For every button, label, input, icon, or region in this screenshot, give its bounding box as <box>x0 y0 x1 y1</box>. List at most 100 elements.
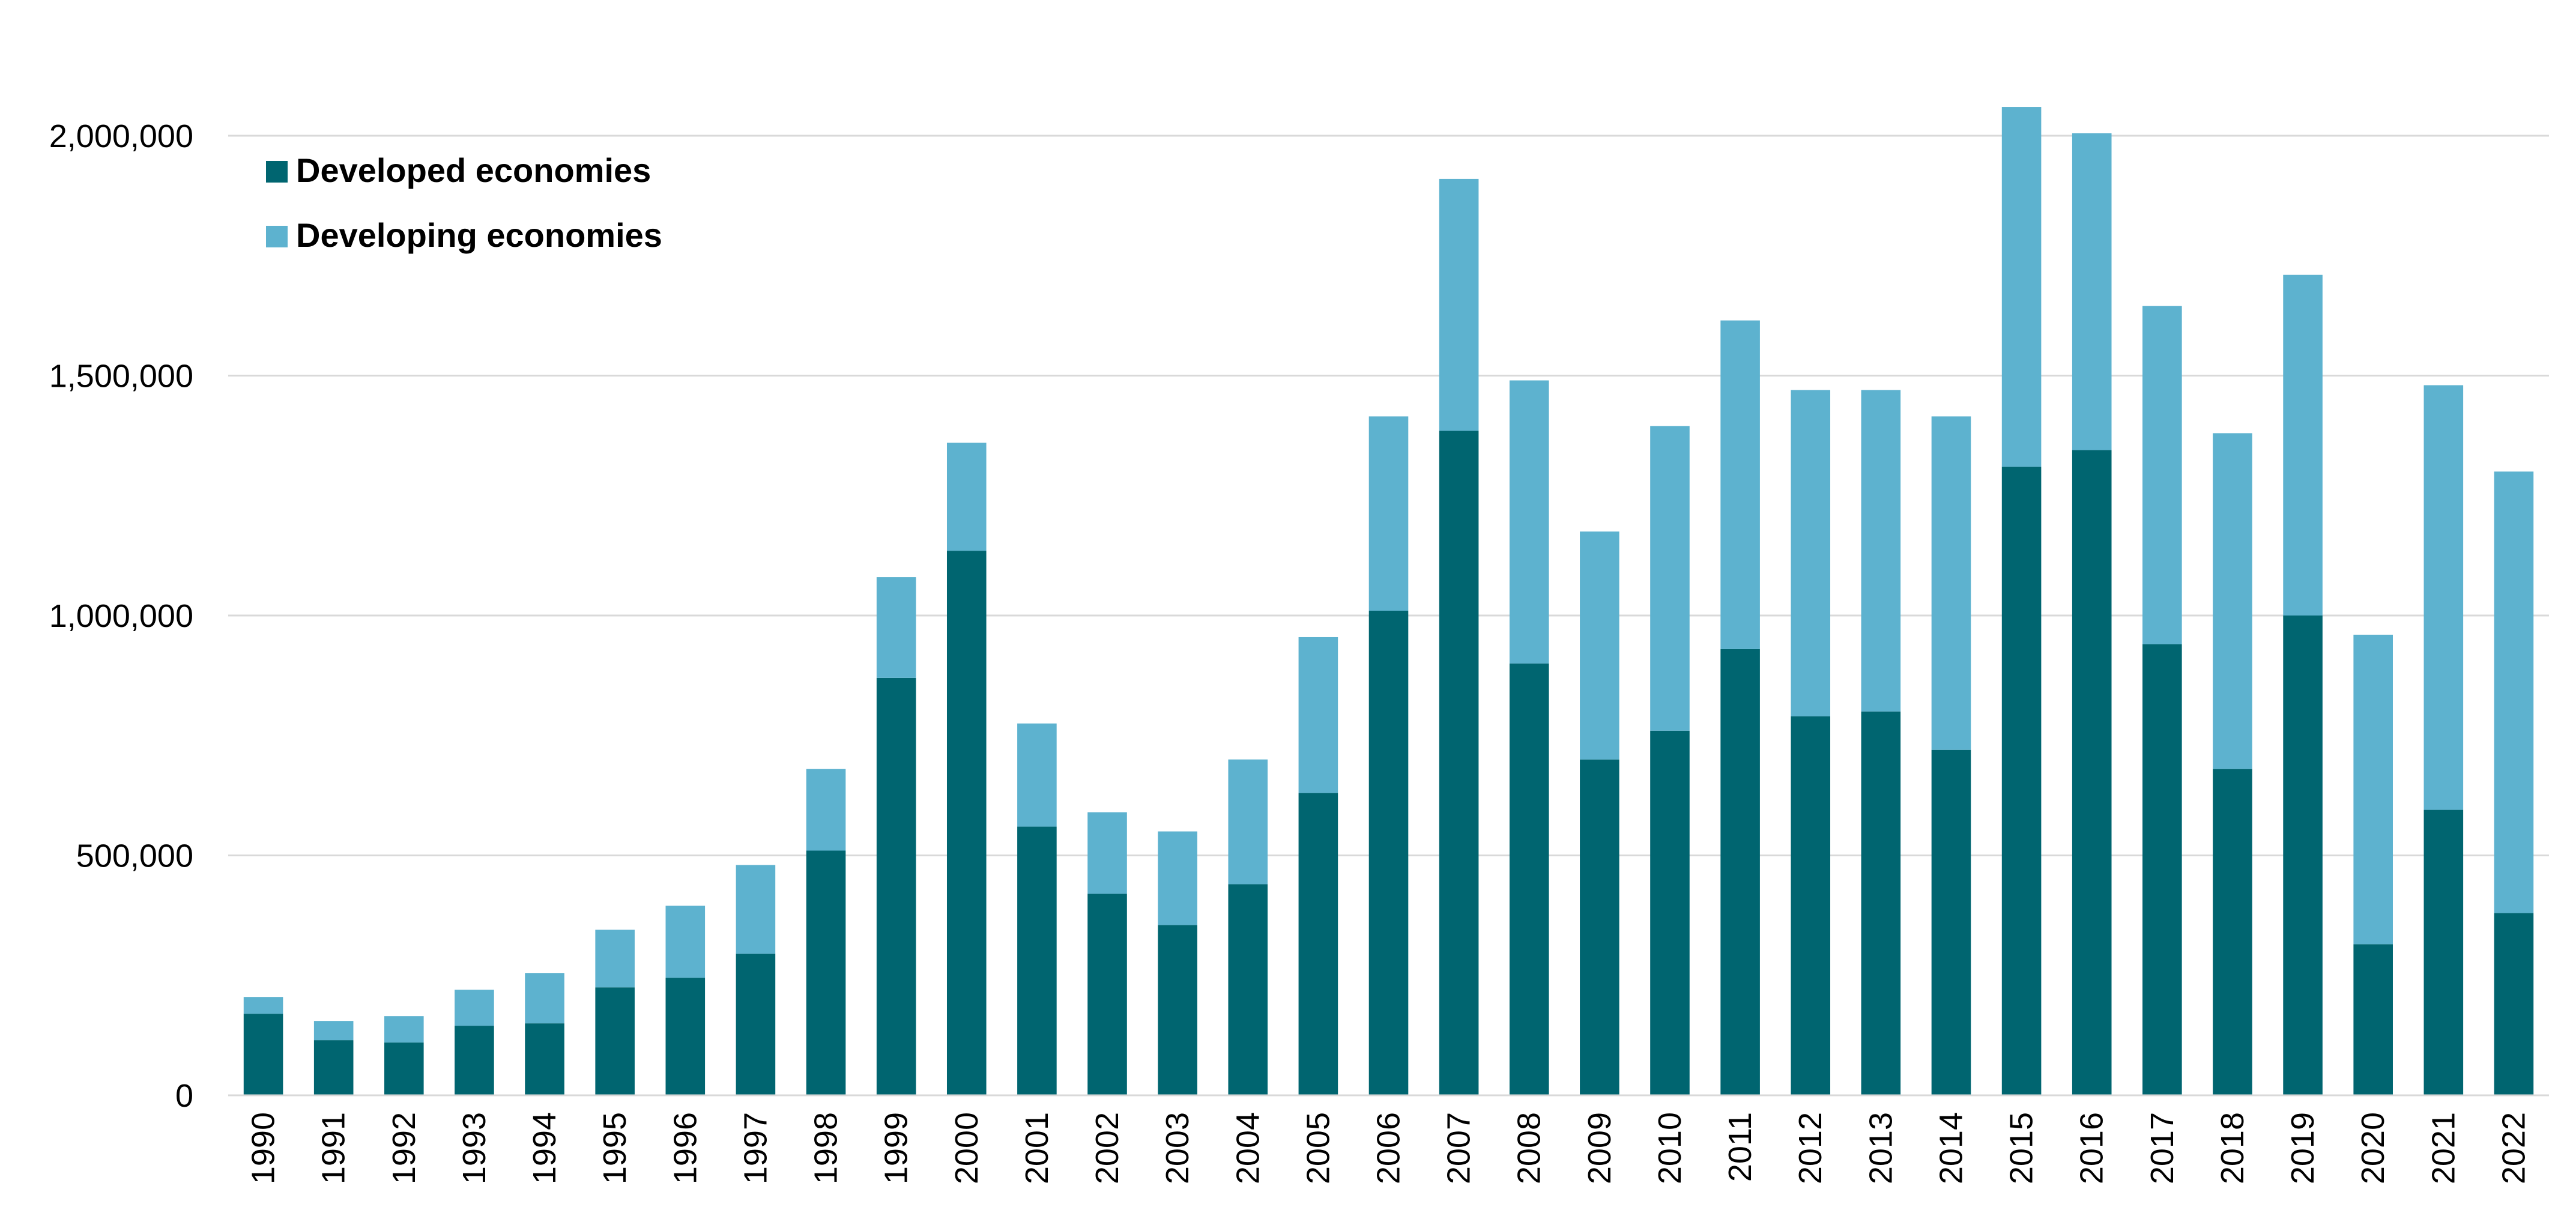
bar-developing-2011 <box>1720 320 1760 649</box>
bar-developing-1999 <box>876 577 916 678</box>
bar-developed-2006 <box>1368 611 1409 1095</box>
x-tick-label: 2000 <box>949 1112 985 1184</box>
bar-developing-2019 <box>2283 274 2323 616</box>
bar-developed-2015 <box>2001 467 2042 1095</box>
bar-developing-2018 <box>2213 433 2252 769</box>
bar-developing-1996 <box>665 906 706 978</box>
y-tick-label: 1,500,000 <box>49 358 193 395</box>
y-tick-label: 1,000,000 <box>49 598 193 634</box>
x-tick-label: 2012 <box>1792 1112 1828 1184</box>
x-tick-label: 2010 <box>1652 1112 1688 1184</box>
bar-developed-1996 <box>665 978 706 1095</box>
x-tick-label: 2021 <box>2425 1112 2461 1184</box>
x-tick-label: 2019 <box>2285 1112 2321 1184</box>
bar-developing-2022 <box>2494 471 2534 913</box>
bar-developing-2004 <box>1228 759 1268 885</box>
legend-swatch <box>266 161 288 183</box>
bar-developing-1994 <box>525 973 564 1024</box>
bar-developed-2021 <box>2423 809 2464 1095</box>
bar-developing-2005 <box>1298 637 1338 793</box>
bar-developing-2010 <box>1650 426 1690 731</box>
bar-developing-1990 <box>243 997 283 1014</box>
x-tick-label: 2008 <box>1511 1112 1547 1184</box>
bar-developed-1998 <box>806 850 846 1095</box>
bar-developed-1994 <box>525 1023 564 1095</box>
bar-developing-2000 <box>946 443 987 551</box>
bar-developed-2005 <box>1298 793 1338 1095</box>
bar-developed-2019 <box>2283 616 2323 1095</box>
x-tick-label: 2004 <box>1230 1112 1266 1184</box>
bar-developing-1995 <box>595 930 635 988</box>
bar-developed-1993 <box>455 1026 494 1095</box>
x-tick-label: 2006 <box>1371 1112 1407 1184</box>
bar-developing-2012 <box>1791 390 1831 716</box>
x-tick-label: 2003 <box>1160 1112 1196 1184</box>
bar-developed-2018 <box>2213 769 2252 1095</box>
bar-developing-2021 <box>2423 385 2464 810</box>
legend: Developed economies Developing economies <box>266 151 662 254</box>
bar-developing-2002 <box>1087 812 1127 894</box>
x-tick-label: 2020 <box>2355 1112 2391 1184</box>
x-tick-label: 2017 <box>2144 1112 2180 1184</box>
bar-developed-2001 <box>1017 826 1057 1095</box>
x-tick-label: 2022 <box>2496 1112 2532 1184</box>
x-tick-label: 1991 <box>316 1112 352 1184</box>
y-tick-label: 0 <box>175 1078 193 1114</box>
bar-developed-2016 <box>2072 450 2112 1095</box>
bar-developed-1991 <box>313 1040 354 1095</box>
legend-swatch <box>266 226 288 247</box>
bar-developed-2012 <box>1791 716 1831 1095</box>
bar-developing-2013 <box>1861 390 1901 712</box>
bar-developed-2013 <box>1861 711 1901 1095</box>
x-tick-label: 1998 <box>808 1112 844 1184</box>
bar-developed-2022 <box>2494 913 2534 1095</box>
x-tick-label: 1994 <box>527 1112 563 1184</box>
bar-developed-1997 <box>736 954 776 1095</box>
bar-developing-2017 <box>2142 306 2182 644</box>
bar-developing-2020 <box>2353 634 2393 945</box>
y-tick-label: 2,000,000 <box>49 118 193 154</box>
bar-developing-1997 <box>736 865 776 954</box>
axes: 0 500,000 1,000,000 1,500,000 2,000,000 1990 1… <box>49 118 2549 1184</box>
legend-label: Developing economies <box>296 216 662 254</box>
x-tick-label: 2018 <box>2215 1112 2251 1184</box>
bar-developed-2014 <box>1931 749 1971 1095</box>
x-tick-label: 2011 <box>1722 1112 1758 1182</box>
x-tick-label: 2005 <box>1300 1112 1336 1184</box>
bars <box>243 107 2534 1095</box>
bar-developed-1995 <box>595 987 635 1095</box>
bar-developed-2000 <box>946 551 987 1095</box>
x-tick-label: 2015 <box>2004 1112 2040 1184</box>
bar-developing-2003 <box>1158 831 1197 925</box>
bar-developed-2017 <box>2142 644 2182 1095</box>
x-tick-label: 1993 <box>456 1112 492 1184</box>
bar-developing-2014 <box>1931 416 1971 750</box>
bar-developed-2008 <box>1509 663 1549 1095</box>
bar-developed-2009 <box>1580 759 1619 1095</box>
legend-label: Developed economies <box>296 151 651 189</box>
bar-developing-1998 <box>806 769 846 851</box>
bar-developed-1992 <box>384 1042 424 1095</box>
bar-developing-2015 <box>2001 107 2042 467</box>
bar-developed-2020 <box>2353 944 2393 1095</box>
bar-developed-1990 <box>243 1014 283 1095</box>
bar-developing-1992 <box>384 1016 424 1043</box>
bar-developed-2003 <box>1158 925 1197 1095</box>
x-tick-label: 1990 <box>246 1112 282 1184</box>
bar-developing-2006 <box>1368 416 1409 611</box>
bar-developing-2009 <box>1580 531 1619 760</box>
bar-developed-2010 <box>1650 730 1690 1095</box>
bar-developing-2001 <box>1017 723 1057 827</box>
x-tick-label: 2013 <box>1863 1112 1899 1184</box>
x-tick-label: 2016 <box>2074 1112 2110 1184</box>
bar-developed-2007 <box>1439 431 1479 1095</box>
x-tick-label: 1999 <box>878 1112 915 1184</box>
bar-developed-1999 <box>876 677 916 1095</box>
x-tick-label: 1997 <box>737 1112 773 1184</box>
bar-developing-2008 <box>1509 380 1549 664</box>
bar-developed-2004 <box>1228 884 1268 1095</box>
y-tick-label: 500,000 <box>76 838 193 874</box>
bar-developed-2002 <box>1087 894 1127 1095</box>
